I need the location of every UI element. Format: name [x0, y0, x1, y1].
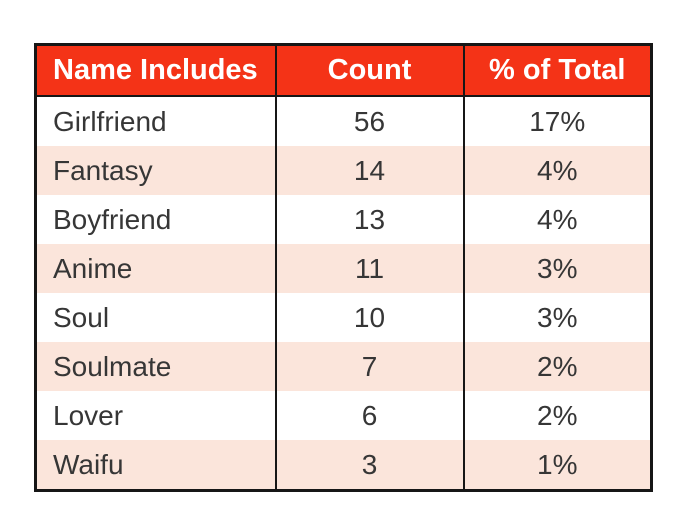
table-row: Waifu 3 1%	[35, 440, 652, 491]
cell-pct: 17%	[462, 96, 652, 146]
column-header-count: Count	[274, 44, 464, 97]
cell-name: Girlfriend	[35, 96, 276, 146]
cell-count: 11	[274, 244, 464, 293]
cell-count: 3	[274, 440, 464, 491]
cell-name: Soulmate	[35, 342, 276, 391]
column-header-pct-of-total: % of Total	[462, 44, 652, 97]
cell-count: 13	[274, 195, 464, 244]
cell-name: Waifu	[35, 440, 276, 491]
cell-pct: 4%	[462, 195, 652, 244]
name-includes-table: Name Includes Count % of Total Girlfrien…	[34, 43, 653, 492]
cell-name: Lover	[35, 391, 276, 440]
table-row: Girlfriend 56 17%	[35, 96, 652, 146]
cell-name: Soul	[35, 293, 276, 342]
table-row: Boyfriend 13 4%	[35, 195, 652, 244]
table-row: Soul 10 3%	[35, 293, 652, 342]
cell-count: 14	[274, 146, 464, 195]
table-row: Lover 6 2%	[35, 391, 652, 440]
cell-count: 7	[274, 342, 464, 391]
cell-count: 10	[274, 293, 464, 342]
cell-pct: 3%	[462, 293, 652, 342]
cell-pct: 1%	[462, 440, 652, 491]
header-row: Name Includes Count % of Total	[35, 44, 652, 97]
column-header-name-includes: Name Includes	[35, 44, 276, 97]
cell-pct: 2%	[462, 342, 652, 391]
table-row: Fantasy 14 4%	[35, 146, 652, 195]
cell-pct: 2%	[462, 391, 652, 440]
cell-name: Boyfriend	[35, 195, 276, 244]
cell-pct: 3%	[462, 244, 652, 293]
table-row: Soulmate 7 2%	[35, 342, 652, 391]
cell-pct: 4%	[462, 146, 652, 195]
cell-count: 56	[274, 96, 464, 146]
cell-name: Fantasy	[35, 146, 276, 195]
cell-count: 6	[274, 391, 464, 440]
cell-name: Anime	[35, 244, 276, 293]
table-row: Anime 11 3%	[35, 244, 652, 293]
